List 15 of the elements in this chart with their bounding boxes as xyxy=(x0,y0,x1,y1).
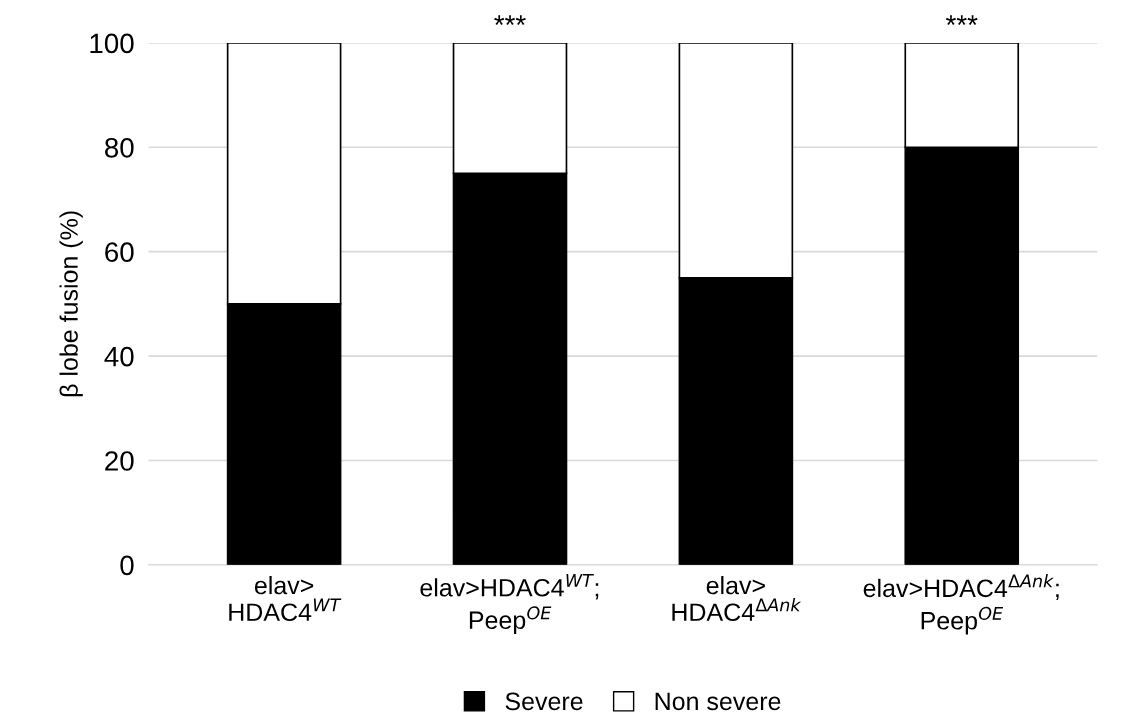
x-tick-label: elav> HDAC4$^{WT}$ xyxy=(229,575,342,622)
category-label: elav>HDAC4$^{WT}$; Peep$^{OE}$ xyxy=(420,574,599,635)
x-tick-label: elav> HDAC4$^{ΔAnk}$ xyxy=(672,575,802,622)
y-tick-label: 80 xyxy=(105,137,134,158)
y-tick-label: 40 xyxy=(104,346,134,367)
y-tick-label: 20 xyxy=(105,451,134,471)
y-tick-label: 60 xyxy=(105,242,134,263)
annotation: *** xyxy=(494,15,526,25)
legend-label: Severe xyxy=(505,692,583,711)
y-axis-title: β lobe fusion (%) xyxy=(59,211,83,397)
y-tick-label: 0 xyxy=(120,555,134,576)
annotation: *** xyxy=(945,15,978,25)
y-tick-label: 100 xyxy=(90,33,134,54)
legend-label: Non severe xyxy=(655,692,781,711)
category-label: elav>HDAC4$^{ΔAnk}$; Peep$^{OE}$ xyxy=(863,574,1059,635)
